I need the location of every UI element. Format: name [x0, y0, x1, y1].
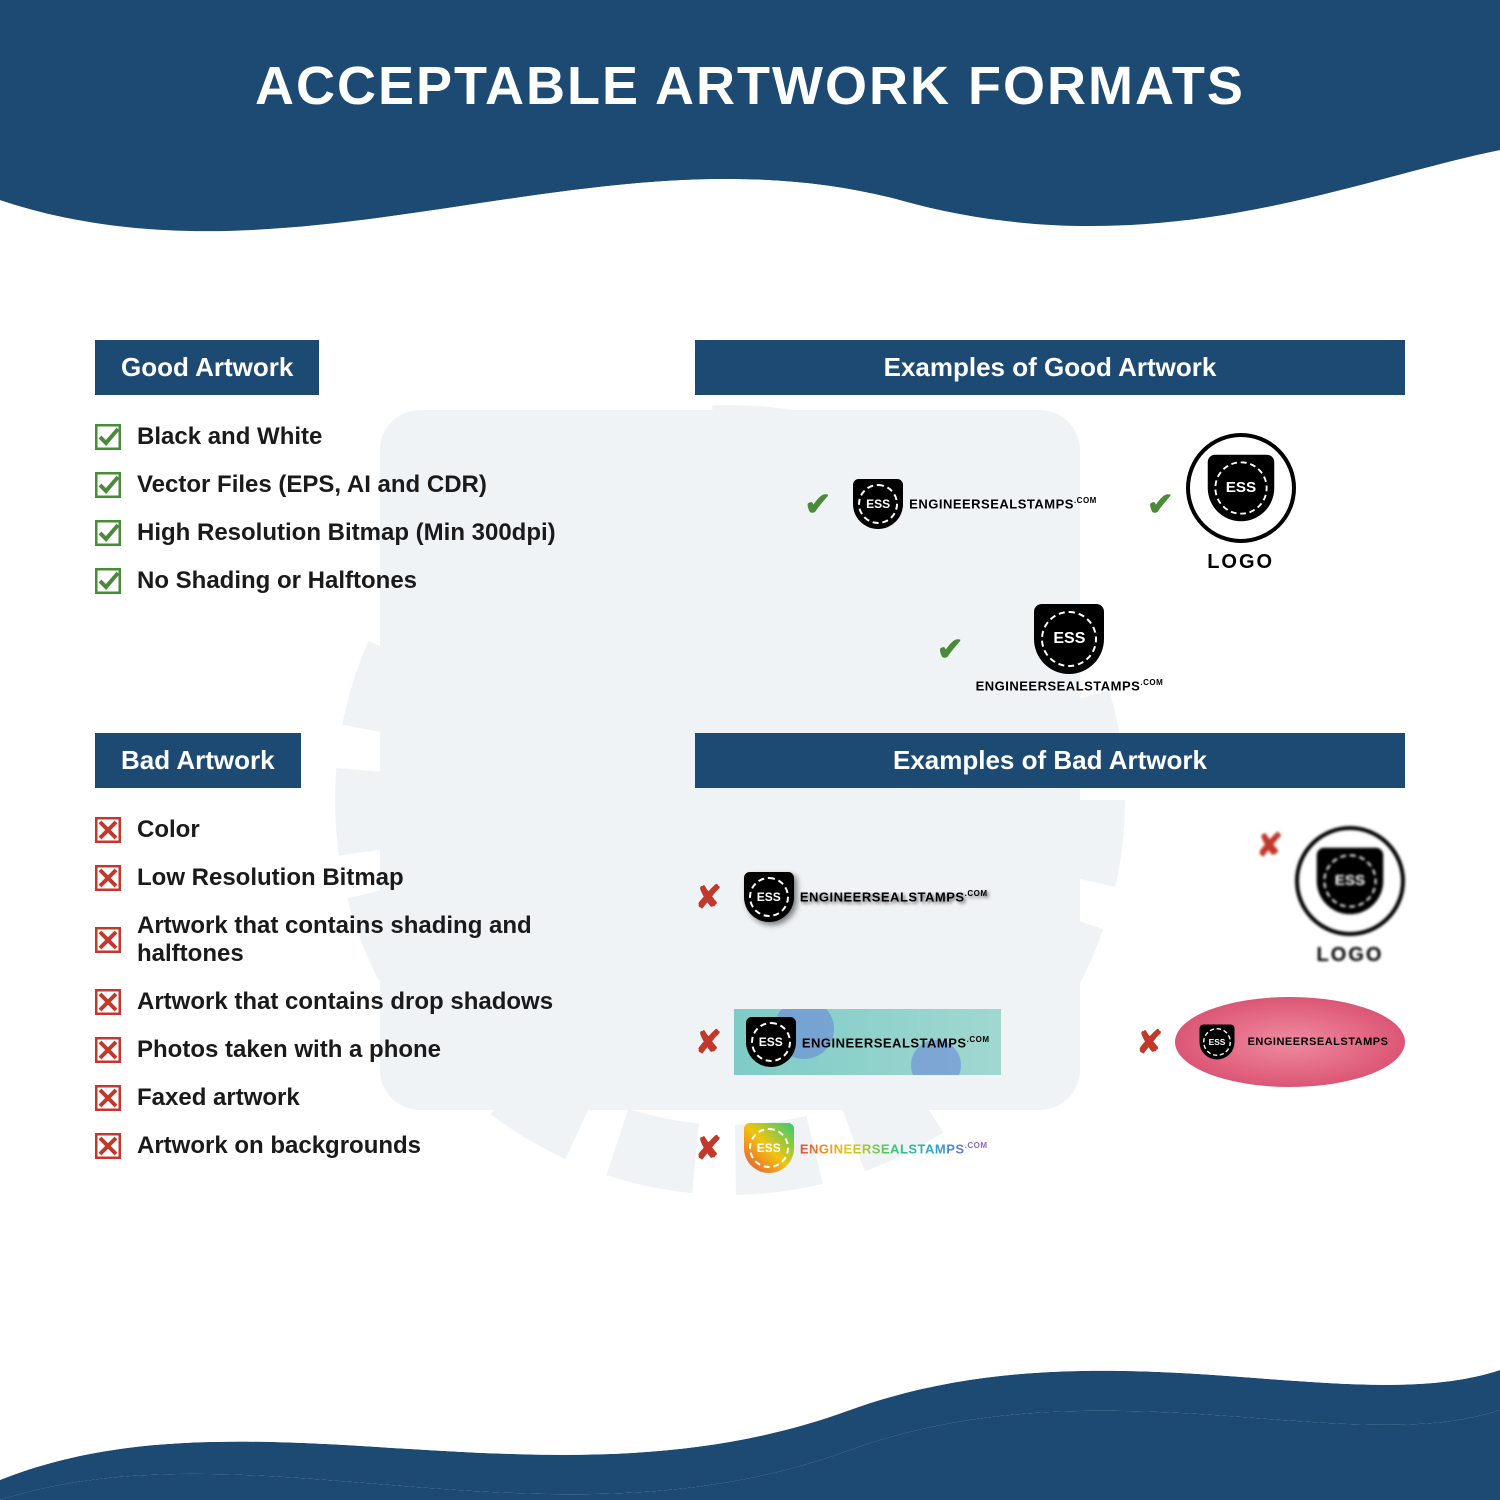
- bad-artwork-list: Color Low Resolution Bitmap Artwork that…: [95, 816, 635, 1160]
- good-artwork-column: Good Artwork Black and White Vector File…: [95, 340, 635, 693]
- checkmark-icon: ✔: [937, 630, 964, 668]
- bad-row: Bad Artwork Color Low Resolution Bitmap …: [95, 733, 1405, 1180]
- bad-examples-grid: ✘ ESS ENGINEERSEALSTAMPS.COM ✘ ESS LOGO …: [695, 816, 1405, 1179]
- bad-item: Photos taken with a phone: [95, 1036, 635, 1064]
- cross-icon: [95, 817, 121, 843]
- bad-examples-column: Examples of Bad Artwork ✘ ESS ENGINEERSE…: [695, 733, 1405, 1180]
- bad-item: Color: [95, 816, 635, 844]
- bad-item: Low Resolution Bitmap: [95, 864, 635, 892]
- good-artwork-list: Black and White Vector Files (EPS, AI an…: [95, 423, 635, 595]
- bad-example-color: ✘ ESS ENGINEERSEALSTAMPS.COM: [695, 1117, 997, 1179]
- good-example: ✔ ESS ENGINEERSEALSTAMPS.COM: [804, 473, 1106, 535]
- good-item-text: High Resolution Bitmap (Min 300dpi): [137, 519, 556, 547]
- x-icon: ✘: [695, 1129, 722, 1167]
- good-item: High Resolution Bitmap (Min 300dpi): [95, 519, 635, 547]
- check-icon: [95, 520, 121, 546]
- bad-artwork-column: Bad Artwork Color Low Resolution Bitmap …: [95, 733, 635, 1180]
- logo-label-text: LOGO: [1207, 551, 1274, 574]
- cross-icon: [95, 989, 121, 1015]
- ess-badge-icon: ESS: [1034, 604, 1104, 674]
- sample-logo-rainbow: ESS ENGINEERSEALSTAMPS.COM: [734, 1117, 998, 1179]
- sample-logo-horizontal: ESS ENGINEERSEALSTAMPS.COM: [734, 866, 998, 928]
- content-area: Good Artwork Black and White Vector File…: [95, 340, 1405, 1220]
- cross-icon: [95, 1037, 121, 1063]
- good-examples-grid: ✔ ESS ENGINEERSEALSTAMPS.COM ✔ ESS LOGO: [695, 423, 1405, 693]
- sample-logo-circle: ESS LOGO: [1186, 433, 1296, 574]
- bad-item-text: Low Resolution Bitmap: [137, 864, 404, 892]
- good-examples-column: Examples of Good Artwork ✔ ESS ENGINEERS…: [695, 340, 1405, 693]
- bad-item-text: Artwork that contains drop shadows: [137, 988, 553, 1016]
- cross-icon: [95, 1085, 121, 1111]
- checkmark-icon: ✔: [1147, 485, 1174, 523]
- cross-icon: [95, 1133, 121, 1159]
- ess-badge-icon: ESS: [853, 479, 903, 529]
- checkmark-icon: ✔: [804, 485, 831, 523]
- page-title: ACCEPTABLE ARTWORK FORMATS: [0, 0, 1500, 117]
- cross-icon: [95, 927, 121, 953]
- bad-item: Artwork that contains shading and halfto…: [95, 912, 635, 968]
- sample-brand-text: ENGINEERSEALSTAMPS.COM: [976, 678, 1164, 693]
- bad-item: Artwork that contains drop shadows: [95, 988, 635, 1016]
- check-icon: [95, 472, 121, 498]
- good-item: Vector Files (EPS, AI and CDR): [95, 471, 635, 499]
- bad-item: Faxed artwork: [95, 1084, 635, 1112]
- sample-logo-circle: ESS LOGO: [1295, 826, 1405, 967]
- good-item: Black and White: [95, 423, 635, 451]
- good-example: ✔ ESS LOGO: [1147, 433, 1296, 574]
- bad-example-background: ✘ ESS ENGINEERSEALSTAMPS.COM: [695, 1009, 1001, 1075]
- good-example: ✔ ESS ENGINEERSEALSTAMPS.COM: [695, 604, 1405, 693]
- x-icon: ✘: [1256, 826, 1283, 864]
- bad-example-pink-oval: ✘ ESS ENGINEERSEALSTAMPS: [1136, 997, 1405, 1087]
- check-icon: [95, 568, 121, 594]
- good-examples-label: Examples of Good Artwork: [695, 340, 1405, 395]
- header-band: ACCEPTABLE ARTWORK FORMATS: [0, 0, 1500, 220]
- x-icon: ✘: [695, 878, 722, 916]
- good-item: No Shading or Halftones: [95, 567, 635, 595]
- good-item-text: No Shading or Halftones: [137, 567, 417, 595]
- bad-artwork-label: Bad Artwork: [95, 733, 301, 788]
- cross-icon: [95, 865, 121, 891]
- sample-logo-horizontal: ESS ENGINEERSEALSTAMPS.COM: [843, 473, 1107, 535]
- sample-logo-on-background: ESS ENGINEERSEALSTAMPS.COM: [734, 1009, 1002, 1075]
- bad-item-text: Artwork that contains shading and halfto…: [137, 912, 635, 968]
- x-icon: ✘: [695, 1023, 722, 1061]
- bad-item-text: Faxed artwork: [137, 1084, 300, 1112]
- bad-item-text: Photos taken with a phone: [137, 1036, 441, 1064]
- bad-example-shadow: ✘ ESS ENGINEERSEALSTAMPS.COM: [695, 866, 997, 928]
- sample-logo-pink-oval: ESS ENGINEERSEALSTAMPS: [1175, 997, 1405, 1087]
- sample-brand-text: ENGINEERSEALSTAMPS.COM: [909, 496, 1097, 511]
- bottom-wave-decor: [0, 1260, 1500, 1500]
- bad-item: Artwork on backgrounds: [95, 1132, 635, 1160]
- circle-logo-icon: ESS: [1186, 433, 1296, 543]
- good-item-text: Vector Files (EPS, AI and CDR): [137, 471, 487, 499]
- check-icon: [95, 424, 121, 450]
- bad-examples-label: Examples of Bad Artwork: [695, 733, 1405, 788]
- good-item-text: Black and White: [137, 423, 322, 451]
- bad-example-lowres: ✘ ESS LOGO: [1256, 826, 1405, 967]
- sample-logo-stacked: ESS ENGINEERSEALSTAMPS.COM: [976, 604, 1164, 693]
- x-icon: ✘: [1136, 1023, 1163, 1061]
- good-artwork-label: Good Artwork: [95, 340, 319, 395]
- good-row: Good Artwork Black and White Vector File…: [95, 340, 1405, 693]
- bad-item-text: Artwork on backgrounds: [137, 1132, 421, 1160]
- bad-item-text: Color: [137, 816, 200, 844]
